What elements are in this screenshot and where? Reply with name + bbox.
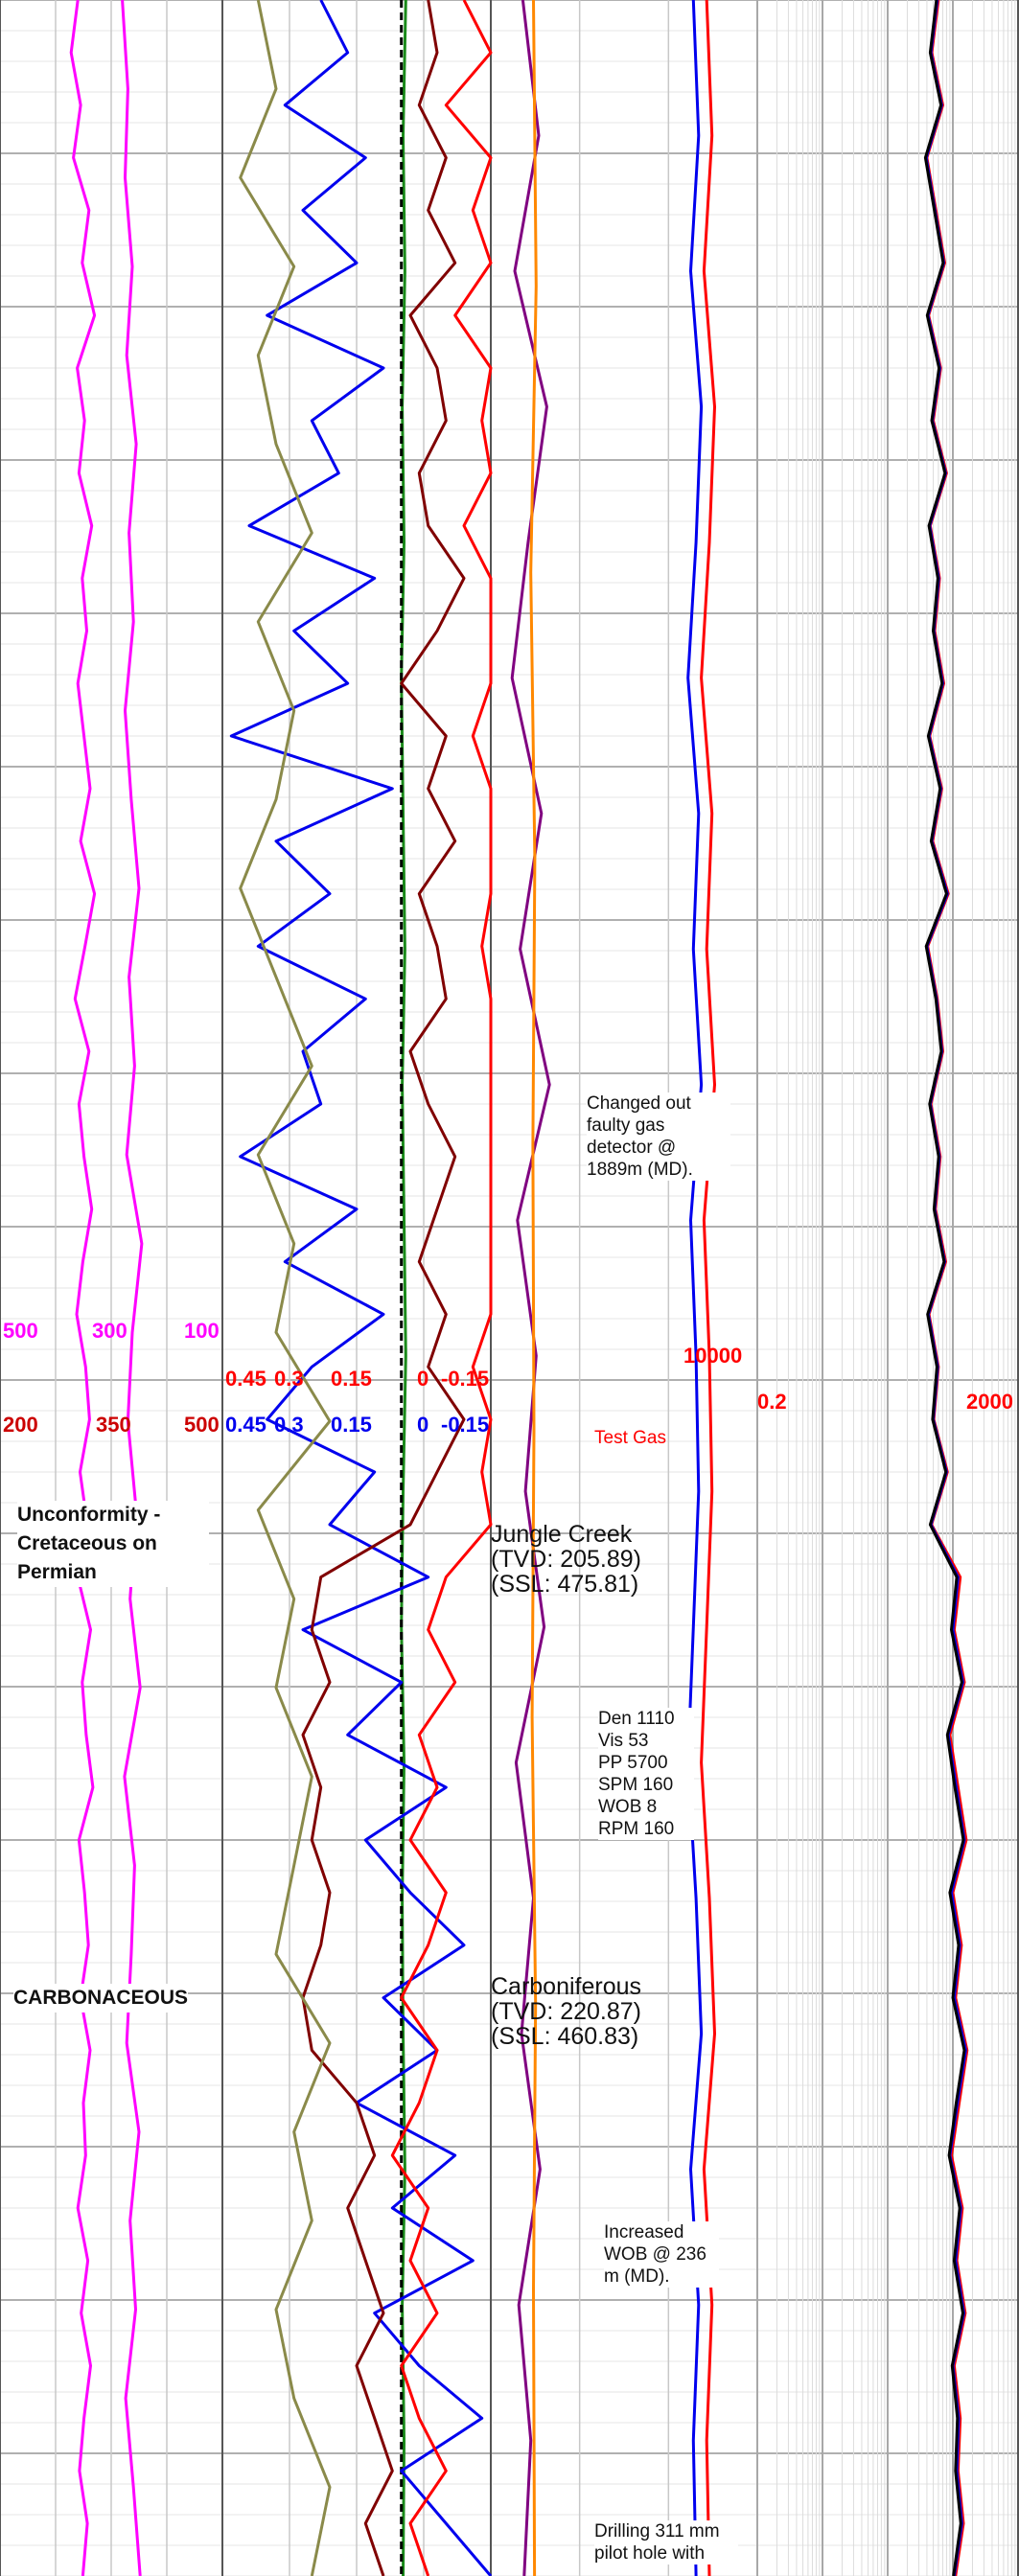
- scale-label: 2000: [966, 1390, 1013, 1414]
- test-gas-note: Test Gas: [594, 1428, 666, 1448]
- gas-detector-note: Changed out faulty gas detector @ 1889m …: [587, 1092, 730, 1181]
- formation-name: Carboniferous: [491, 1973, 642, 2000]
- scale-label: 0.3: [274, 1413, 304, 1437]
- log-curve: [686, 0, 704, 2576]
- formation-name: Jungle Creek: [491, 1521, 633, 1548]
- formation-top: Carboniferous (TVD: 220.87) (SSL: 460.83…: [491, 1974, 641, 2049]
- scale-label: 200: [3, 1413, 38, 1437]
- log-curve: [301, 0, 466, 2576]
- scale-label: 0.2: [757, 1390, 787, 1414]
- scale-label: -0.15: [441, 1367, 490, 1391]
- scale-label: 0: [417, 1367, 429, 1391]
- scale-label: 0: [417, 1413, 429, 1437]
- log-curve: [390, 0, 493, 2576]
- wob-note: Increased WOB @ 236 m (MD).: [604, 2221, 719, 2288]
- scale-label: 300: [92, 1319, 127, 1343]
- scale-label: -0.15: [441, 1413, 490, 1437]
- scale-label: 0.45: [225, 1413, 266, 1437]
- scale-label: 500: [184, 1413, 220, 1437]
- unconformity-label: Unconformity - Cretaceous on Permian: [17, 1501, 209, 1587]
- curves: [69, 0, 969, 2576]
- formation-ssl: (SSL: 460.83): [491, 2023, 639, 2050]
- log-curve: [529, 0, 538, 2576]
- formation-tvd: (TVD: 220.87): [491, 1998, 642, 2025]
- formation-top: Jungle Creek (TVD: 205.89) (SSL: 475.81): [491, 1522, 641, 1597]
- log-curve: [239, 0, 332, 2576]
- scale-label: 0.15: [331, 1413, 372, 1437]
- scale-label: 100: [184, 1319, 220, 1343]
- log-curve: [121, 0, 144, 2576]
- log-curve: [69, 0, 97, 2576]
- drilling-note: Drilling 311 mm pilot hole with: [594, 2520, 738, 2564]
- scale-label: 10000: [683, 1344, 743, 1368]
- scale-label: 0.45: [225, 1367, 266, 1391]
- log-curve: [700, 0, 716, 2576]
- scale-label: 350: [96, 1413, 131, 1437]
- scale-label: 0.15: [331, 1367, 372, 1391]
- mud-params-note: Den 1110 Vis 53 PP 5700 SPM 160 WOB 8 RP…: [598, 1708, 694, 1840]
- log-curve: [923, 0, 966, 2576]
- scale-label: 500: [3, 1319, 38, 1343]
- log-curve: [510, 0, 551, 2576]
- scale-label: 0.3: [274, 1367, 304, 1391]
- formation-tvd: (TVD: 205.89): [491, 1546, 642, 1573]
- formation-ssl: (SSL: 475.81): [491, 1571, 639, 1598]
- log-curve: [229, 0, 493, 2576]
- carbonaceous-label: CARBONACEOUS: [13, 1984, 189, 2012]
